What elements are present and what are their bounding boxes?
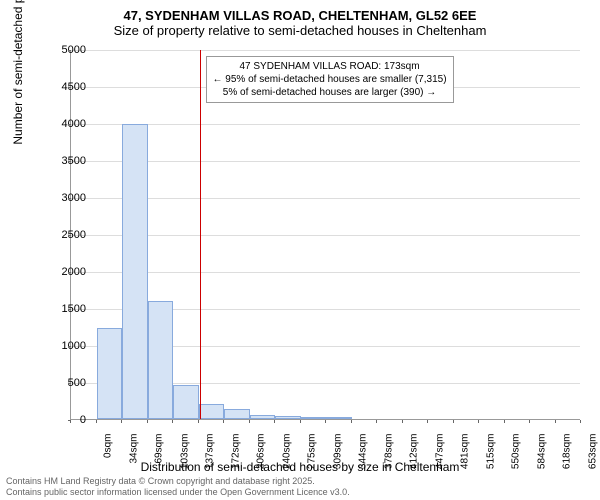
- y-tick: [68, 50, 71, 51]
- title-block: 47, SYDENHAM VILLAS ROAD, CHELTENHAM, GL…: [0, 0, 600, 38]
- y-tick: [68, 309, 71, 310]
- histogram-bar: [326, 417, 352, 419]
- y-tick-label: 2500: [62, 229, 86, 241]
- histogram-bar: [224, 409, 250, 419]
- histogram-bar: [148, 301, 174, 419]
- y-tick-label: 3000: [62, 192, 86, 204]
- histogram-bar: [97, 328, 123, 419]
- plot-area: 47 SYDENHAM VILLAS ROAD: 173sqm ← 95% of…: [70, 50, 580, 420]
- x-tick: [402, 420, 403, 423]
- y-tick: [68, 198, 71, 199]
- x-tick: [427, 420, 428, 423]
- x-tick: [147, 420, 148, 423]
- histogram-bar: [275, 416, 301, 419]
- x-tick: [351, 420, 352, 423]
- y-tick-label: 2000: [62, 266, 86, 278]
- marker-line: [200, 50, 201, 419]
- chart-title: 47, SYDENHAM VILLAS ROAD, CHELTENHAM, GL…: [0, 8, 600, 23]
- y-tick: [68, 87, 71, 88]
- x-tick: [580, 420, 581, 423]
- chart-subtitle: Size of property relative to semi-detach…: [0, 23, 600, 38]
- x-tick: [223, 420, 224, 423]
- x-tick: [172, 420, 173, 423]
- y-tick-label: 1500: [62, 303, 86, 315]
- footer-line-2: Contains public sector information licen…: [6, 487, 350, 498]
- annotation-line-1: 47 SYDENHAM VILLAS ROAD: 173sqm: [213, 60, 447, 73]
- x-tick: [121, 420, 122, 423]
- y-tick-label: 1000: [62, 340, 86, 352]
- x-tick: [478, 420, 479, 423]
- x-axis-title: Distribution of semi-detached houses by …: [0, 460, 600, 474]
- histogram-bar: [122, 124, 148, 419]
- chart-container: 47, SYDENHAM VILLAS ROAD, CHELTENHAM, GL…: [0, 0, 600, 500]
- footer-line-1: Contains HM Land Registry data © Crown c…: [6, 476, 350, 487]
- x-tick: [325, 420, 326, 423]
- y-tick-label: 5000: [62, 44, 86, 56]
- y-tick: [68, 124, 71, 125]
- x-tick: [70, 420, 71, 423]
- x-tick: [96, 420, 97, 423]
- x-tick: [529, 420, 530, 423]
- y-tick-label: 4000: [62, 118, 86, 130]
- gridline: [71, 50, 580, 51]
- y-tick-label: 3500: [62, 155, 86, 167]
- annotation-line-2: ← 95% of semi-detached houses are smalle…: [213, 73, 447, 86]
- y-tick: [68, 346, 71, 347]
- x-tick: [274, 420, 275, 423]
- histogram-bar: [250, 415, 276, 419]
- y-tick: [68, 161, 71, 162]
- annotation-box: 47 SYDENHAM VILLAS ROAD: 173sqm ← 95% of…: [206, 56, 454, 103]
- x-tick: [198, 420, 199, 423]
- histogram-bar: [301, 417, 327, 419]
- x-tick: [249, 420, 250, 423]
- annotation-line-3: 5% of semi-detached houses are larger (3…: [213, 86, 447, 99]
- y-tick: [68, 235, 71, 236]
- x-tick: [376, 420, 377, 423]
- y-tick: [68, 383, 71, 384]
- x-tick: [555, 420, 556, 423]
- x-tick: [504, 420, 505, 423]
- y-tick-label: 0: [80, 414, 86, 426]
- histogram-bar: [173, 385, 199, 419]
- y-axis-title: Number of semi-detached properties: [11, 0, 25, 145]
- x-tick: [300, 420, 301, 423]
- y-tick: [68, 272, 71, 273]
- y-tick-label: 4500: [62, 81, 86, 93]
- footer-attribution: Contains HM Land Registry data © Crown c…: [6, 476, 350, 498]
- histogram-bar: [199, 404, 225, 419]
- x-tick: [453, 420, 454, 423]
